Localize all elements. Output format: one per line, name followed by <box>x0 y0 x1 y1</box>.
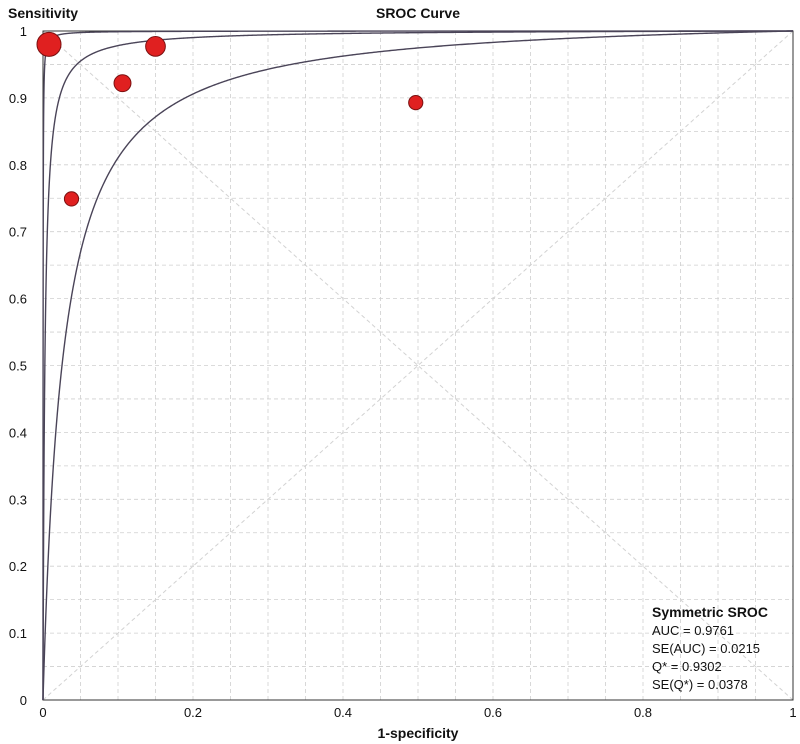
x-tick-label: 0.4 <box>334 705 352 720</box>
x-tick-label: 0.8 <box>634 705 652 720</box>
grid-lines <box>43 31 793 700</box>
x-tick-label: 0.6 <box>484 705 502 720</box>
study-point <box>63 191 80 207</box>
y-tick-label: 0.4 <box>9 425 27 440</box>
chart-title: SROC Curve <box>376 5 460 21</box>
stats-q-star: Q* = 0.9302 <box>652 659 722 674</box>
stats-title: Symmetric SROC <box>652 604 768 620</box>
y-axis-title: Sensitivity <box>8 5 78 21</box>
y-tick-labels: 0 0.1 0.2 0.3 0.4 0.5 0.6 0.7 0.8 0.9 1 <box>9 24 27 708</box>
x-tick-label: 0 <box>39 705 46 720</box>
y-tick-label: 0.8 <box>9 158 27 173</box>
y-tick-label: 0.6 <box>9 292 27 307</box>
sroc-curve-center <box>42 30 794 700</box>
y-tick-label: 0.2 <box>9 559 27 574</box>
stats-se-q-star: SE(Q*) = 0.0378 <box>652 677 748 692</box>
y-tick-label: 0.3 <box>9 492 27 507</box>
study-point <box>408 94 424 111</box>
y-tick-label: 0.7 <box>9 225 27 240</box>
x-tick-labels: 0 0.2 0.4 0.6 0.8 1 <box>39 705 796 720</box>
x-axis-title: 1-specificity <box>378 725 459 741</box>
stats-se-auc: SE(AUC) = 0.0215 <box>652 641 760 656</box>
x-tick-label: 0.2 <box>184 705 202 720</box>
study-point <box>145 36 166 57</box>
y-tick-label: 0.1 <box>9 626 27 641</box>
stats-box: Symmetric SROC AUC = 0.9761 SE(AUC) = 0.… <box>652 604 768 692</box>
y-tick-label: 0 <box>20 693 27 708</box>
study-point <box>36 31 62 57</box>
study-point <box>113 74 132 93</box>
y-tick-label: 1 <box>20 24 27 39</box>
y-tick-label: 0.5 <box>9 359 27 374</box>
sroc-curve-lower <box>42 30 794 701</box>
study-points <box>36 31 424 207</box>
x-tick-label: 1 <box>789 705 796 720</box>
stats-auc: AUC = 0.9761 <box>652 623 734 638</box>
y-tick-label: 0.9 <box>9 91 27 106</box>
